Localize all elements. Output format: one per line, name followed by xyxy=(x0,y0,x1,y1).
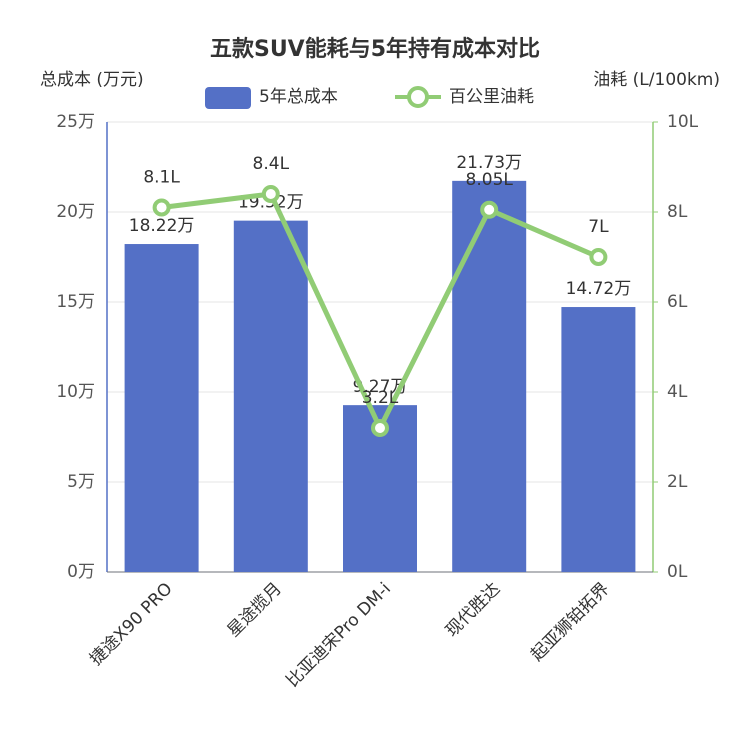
bar xyxy=(233,220,308,572)
x-tick-label: 现代胜达 xyxy=(442,579,504,641)
y-tick-label: 0万 xyxy=(67,562,95,582)
line-point xyxy=(589,248,608,266)
y-tick-label: 20万 xyxy=(56,202,95,222)
data-label: 18.22万 xyxy=(129,216,195,236)
y-tick-label: 10万 xyxy=(56,382,95,402)
bar xyxy=(452,180,527,573)
line-point xyxy=(371,419,389,437)
data-label: 8.05L xyxy=(466,170,514,190)
bar xyxy=(124,244,199,573)
legend-label: 5年总成本 xyxy=(259,87,338,107)
y2-tick-label: 4L xyxy=(667,382,688,402)
y-tick-label: 5万 xyxy=(67,472,95,492)
y2-tick-label: 10L xyxy=(667,112,699,132)
x-tick-label: 起亚狮铂拓界 xyxy=(527,579,613,665)
y-axis-title: 总成本 (万元) xyxy=(40,70,144,90)
legend-label: 百公里油耗 xyxy=(449,87,534,107)
y2-tick-label: 2L xyxy=(667,472,688,492)
x-tick-label: 捷途X90 PRO xyxy=(86,579,177,670)
line-point xyxy=(261,185,280,203)
legend-swatch xyxy=(205,87,251,109)
data-label: 8.4L xyxy=(253,154,290,174)
y2-axis-title: 油耗 (L/100km) xyxy=(593,70,720,90)
x-tick-label: 星途揽月 xyxy=(224,579,286,641)
y-tick-label: 15万 xyxy=(56,292,95,312)
line-point xyxy=(152,198,171,217)
x-tick-label: 比亚迪宋Pro DM-i xyxy=(283,579,395,691)
data-label: 3.2L xyxy=(362,388,399,408)
y2-tick-label: 6L xyxy=(667,292,688,312)
y-tick-label: 25万 xyxy=(56,112,95,132)
y2-tick-label: 0L xyxy=(667,562,688,582)
data-label: 14.72万 xyxy=(566,279,632,299)
line-point xyxy=(480,200,499,219)
data-label: 21.73万 xyxy=(456,153,522,173)
data-label: 9.27万 xyxy=(353,377,408,397)
chart-title: 五款SUV能耗与5年持有成本对比 xyxy=(210,36,540,62)
bar xyxy=(561,307,636,572)
legend-swatch xyxy=(407,86,429,108)
y2-tick-label: 8L xyxy=(667,202,688,222)
data-label: 8.1L xyxy=(143,168,180,188)
data-label: 7L xyxy=(588,217,609,237)
